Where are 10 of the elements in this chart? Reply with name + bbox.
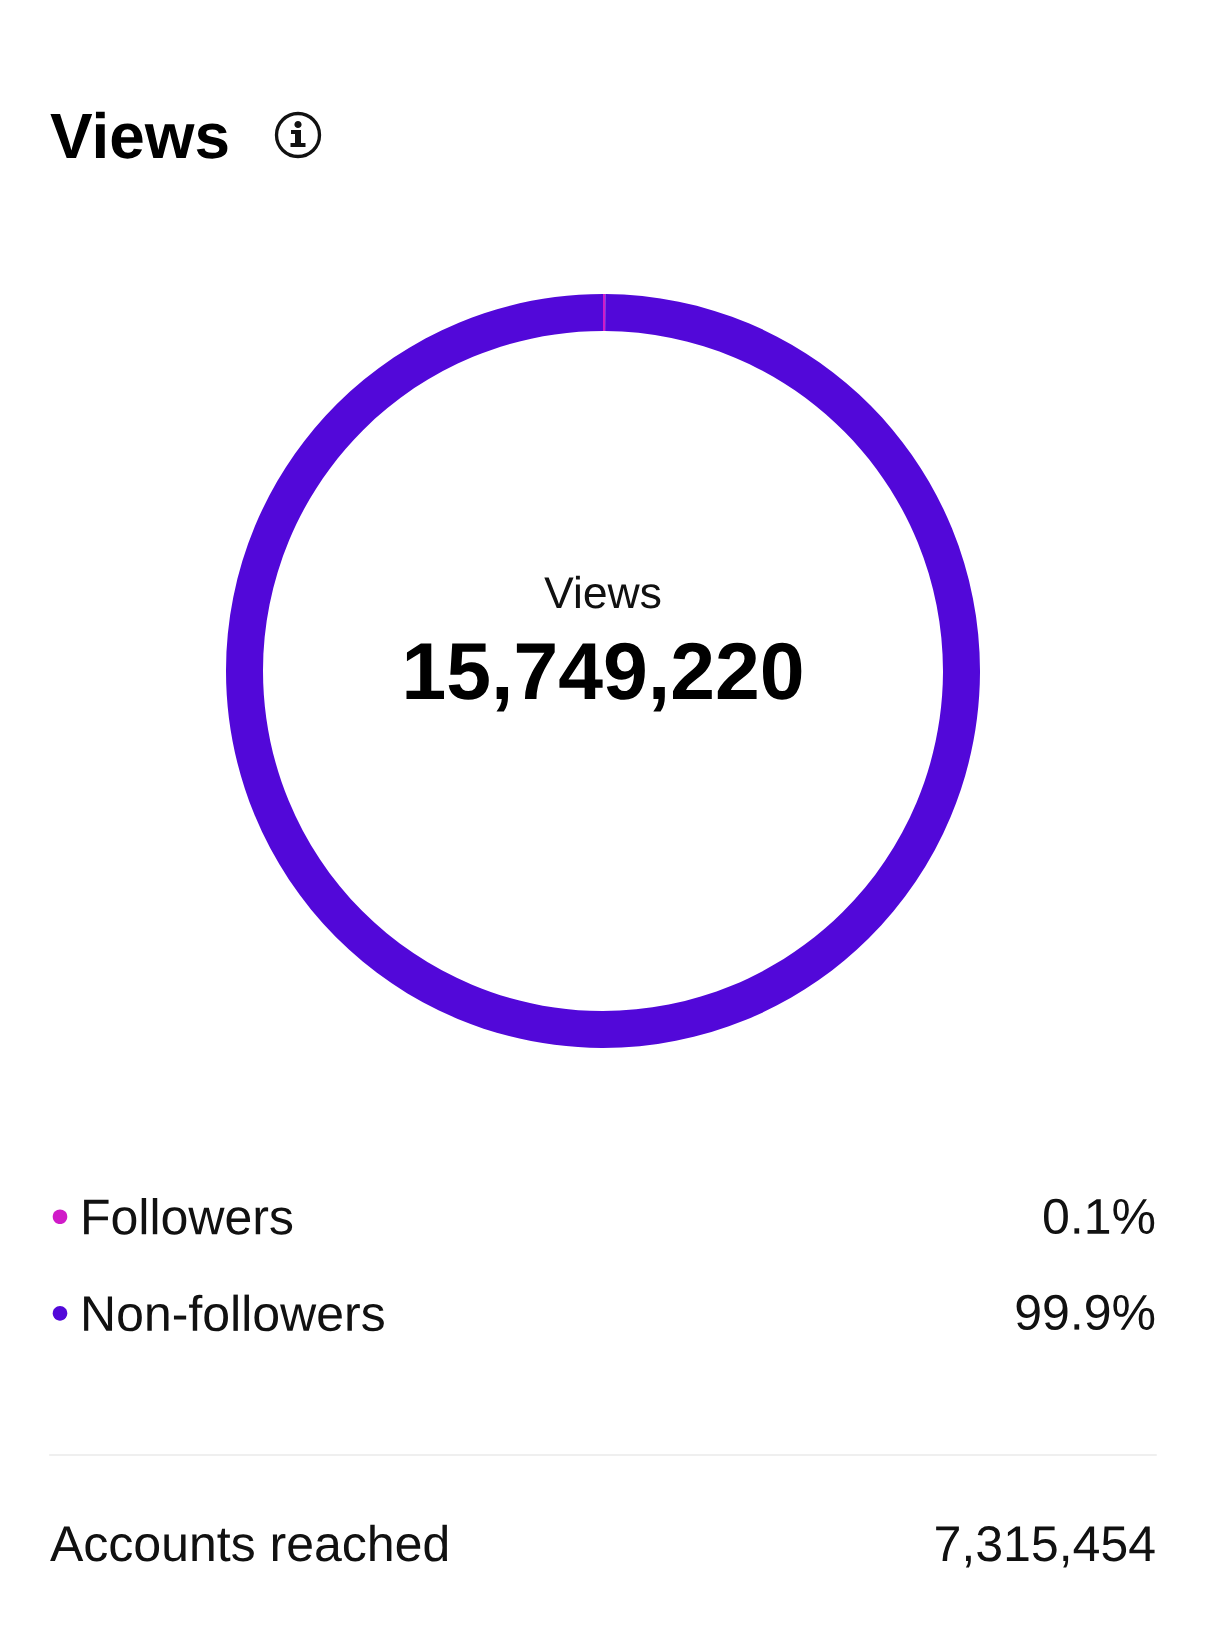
data-label: 99.9% xyxy=(1016,1294,1155,1331)
donut-slice xyxy=(226,294,980,1048)
text: 7,315,454 xyxy=(936,1526,1155,1568)
text: Views xyxy=(544,575,661,609)
legend-label: Non-followers xyxy=(84,1294,384,1332)
legend-label: Followers xyxy=(84,1198,293,1235)
chart-title: Views xyxy=(50,111,228,159)
text: 15,749,220 xyxy=(406,642,802,712)
text: Accounts reached xyxy=(50,1524,448,1562)
data-label: 0.1% xyxy=(1043,1198,1155,1235)
